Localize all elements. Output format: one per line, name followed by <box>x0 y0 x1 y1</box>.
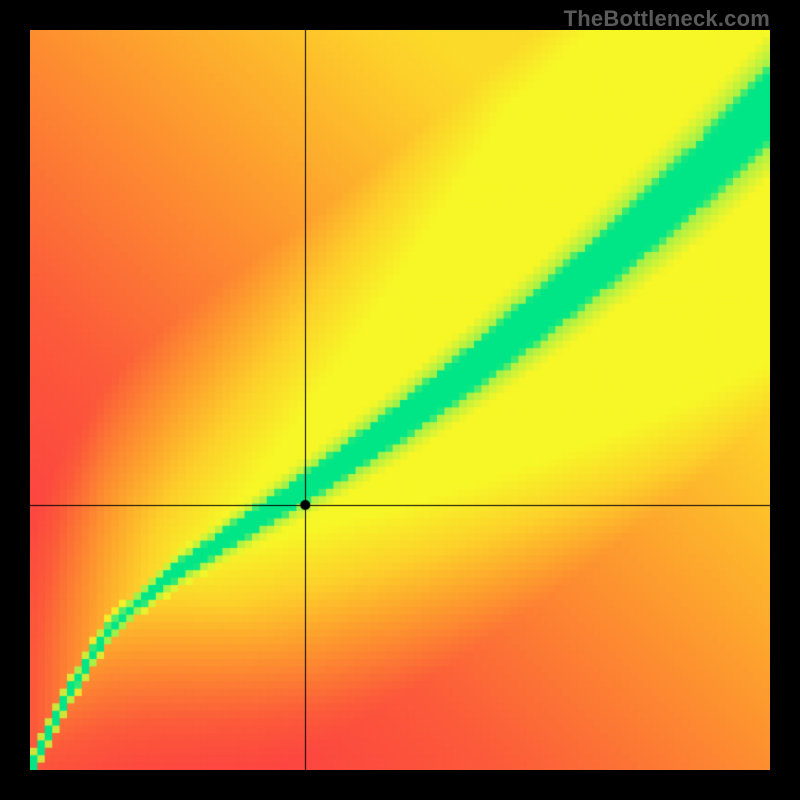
heatmap-canvas <box>30 30 770 770</box>
chart-area <box>30 30 770 770</box>
watermark-text: TheBottleneck.com <box>564 6 770 32</box>
